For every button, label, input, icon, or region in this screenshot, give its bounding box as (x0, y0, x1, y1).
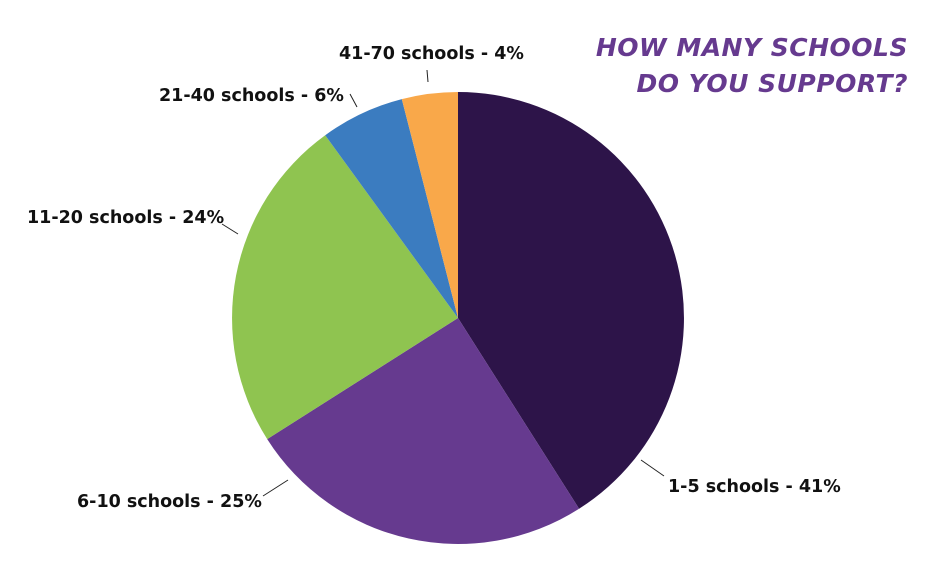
leader-line-1-5 (640, 459, 665, 477)
leader-line-21-40 (349, 93, 358, 108)
label-41-70-schools: 41-70 schools - 4% (339, 44, 524, 64)
chart-title-line-1: HOW MANY SCHOOLS (595, 33, 908, 62)
leader-line-11-20 (221, 223, 239, 235)
label-11-20-schools: 11-20 schools - 24% (27, 208, 225, 228)
slice-11-20-schools (232, 135, 458, 440)
leader-line-41-70 (426, 69, 429, 83)
label-1-5-schools: 1-5 schools - 41% (668, 477, 841, 497)
slice-21-40-schools (325, 99, 458, 318)
label-21-40-schools: 21-40 schools - 6% (159, 86, 344, 106)
slice-1-5-schools (458, 92, 684, 509)
slice-41-70-schools (401, 92, 458, 318)
slice-6-10-schools (267, 318, 580, 544)
chart-title: HOW MANY SCHOOLS DO YOU SUPPORT? (596, 30, 908, 102)
label-6-10-schools: 6-10 schools - 25% (77, 492, 262, 512)
chart-title-line-2: DO YOU SUPPORT? (636, 69, 908, 98)
leader-line-6-10 (262, 479, 289, 497)
